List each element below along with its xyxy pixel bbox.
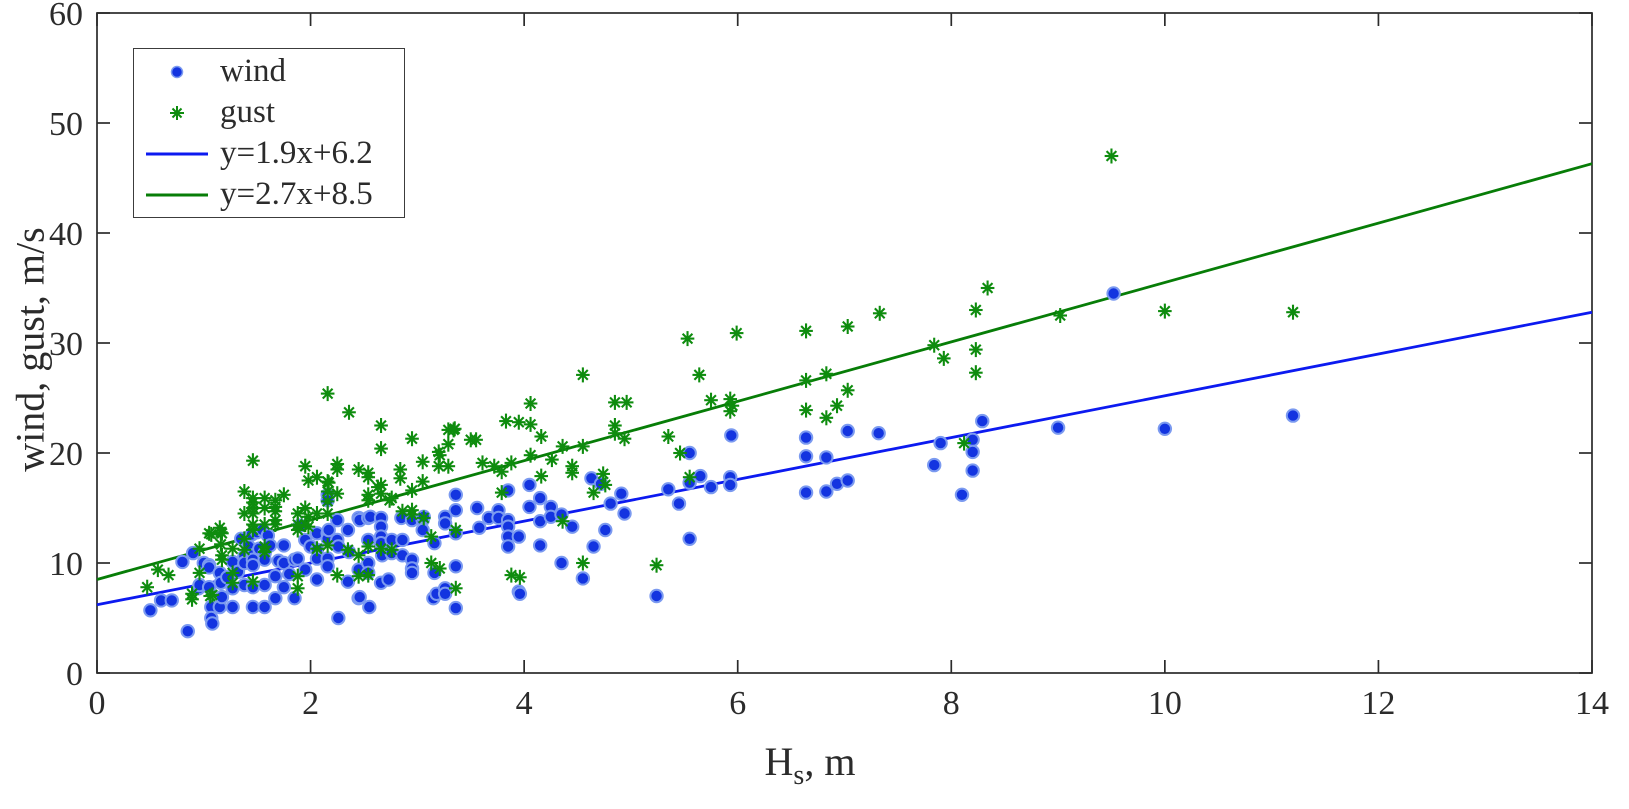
legend: wind gust y=1.9x+6.2 y=2.7x+8.5	[133, 48, 405, 218]
svg-text:2: 2	[302, 685, 319, 722]
x-axis-label-subscript: s	[793, 760, 805, 791]
wind-fit-line-icon	[134, 150, 220, 158]
gust-series	[140, 148, 1300, 607]
svg-text:20: 20	[49, 436, 83, 473]
legend-row-wind-fit: y=1.9x+6.2	[134, 134, 404, 174]
wind-series	[143, 286, 1301, 639]
x-axis-label: Hs, m	[560, 738, 1060, 792]
legend-label-gust: gust	[220, 94, 276, 130]
gust-fit-line	[96, 162, 1593, 581]
svg-text:14: 14	[1575, 685, 1609, 722]
x-axis-label-base: H	[764, 739, 794, 784]
svg-text:12: 12	[1361, 685, 1395, 722]
legend-row-gust-fit: y=2.7x+8.5	[134, 175, 404, 215]
svg-text:4: 4	[516, 685, 533, 722]
svg-text:40: 40	[49, 216, 83, 253]
x-axis-label-units: , m	[804, 739, 856, 784]
legend-label-wind: wind	[220, 53, 286, 89]
gust-asterisk-icon	[134, 103, 220, 123]
y-axis-label: wind, gust, m/s	[7, 227, 53, 472]
svg-text:30: 30	[49, 326, 83, 363]
legend-label-wind-fit: y=1.9x+6.2	[220, 135, 373, 171]
legend-row-gust: gust	[134, 93, 404, 133]
svg-text:50: 50	[49, 106, 83, 143]
x-tick-labels: 0 2 4 6 8 10 12 14	[89, 685, 1610, 722]
legend-row-wind: wind	[134, 52, 404, 92]
wind-dot-icon	[134, 62, 220, 82]
svg-text:10: 10	[1148, 685, 1182, 722]
legend-label-gust-fit: y=2.7x+8.5	[220, 176, 373, 212]
svg-text:0: 0	[66, 656, 83, 693]
y-tick-labels: 0 10 20 30 40 50 60	[49, 0, 83, 693]
gust-fit-line-icon	[134, 191, 220, 199]
svg-text:0: 0	[89, 685, 106, 722]
svg-text:60: 60	[49, 0, 83, 33]
svg-text:8: 8	[943, 685, 960, 722]
svg-text:6: 6	[729, 685, 746, 722]
svg-text:10: 10	[49, 546, 83, 583]
tick-marks	[96, 12, 1593, 674]
